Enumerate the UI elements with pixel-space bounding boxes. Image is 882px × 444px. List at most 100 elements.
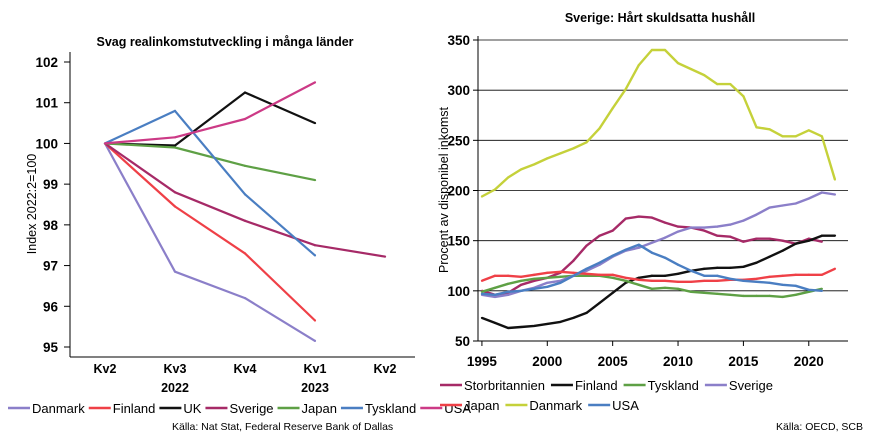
data-point-finland bbox=[768, 255, 771, 258]
data-point-danmark bbox=[768, 128, 771, 131]
data-point-usa bbox=[729, 277, 732, 280]
data-point-finland bbox=[781, 249, 784, 252]
data-point-sverige bbox=[833, 193, 837, 196]
data-point-sverige bbox=[506, 293, 510, 296]
data-point-japan bbox=[598, 273, 601, 276]
data-point-storbritannien bbox=[598, 234, 601, 237]
data-point-storbritannien bbox=[676, 225, 680, 228]
data-point-usa bbox=[533, 287, 536, 290]
x-tick-label: Kv1 bbox=[304, 362, 327, 376]
data-point-tyskland bbox=[742, 294, 745, 297]
data-point-japan bbox=[559, 270, 562, 273]
legend-label-danmark: Danmark bbox=[529, 398, 582, 413]
data-point-usa bbox=[480, 292, 484, 295]
data-point-japan bbox=[807, 273, 810, 276]
data-point-tyskland bbox=[663, 286, 667, 289]
data-point-danmark bbox=[676, 61, 680, 65]
data-point-sverige bbox=[243, 219, 247, 222]
data-point-finland bbox=[173, 205, 177, 208]
data-point-japan bbox=[663, 279, 667, 282]
legend-label-japan: Japan bbox=[464, 398, 499, 413]
data-point-sverige bbox=[663, 236, 667, 239]
data-point-storbritannien bbox=[807, 237, 810, 240]
data-point-finland bbox=[650, 274, 653, 277]
data-point-tyskland bbox=[533, 277, 536, 280]
data-point-finland bbox=[313, 319, 317, 322]
data-point-danmark bbox=[690, 67, 693, 71]
data-point-danmark bbox=[703, 74, 706, 77]
data-point-uk bbox=[173, 144, 177, 147]
data-point-japan bbox=[781, 274, 784, 277]
data-point-usa bbox=[559, 281, 562, 284]
data-point-tyskland bbox=[768, 294, 771, 297]
data-point-japan bbox=[624, 276, 627, 279]
data-point-danmark bbox=[781, 135, 784, 138]
data-point-sverige bbox=[546, 281, 549, 284]
legend-label-japan: Japan bbox=[302, 401, 337, 416]
x-tick-label: 2020 bbox=[794, 354, 824, 369]
data-point-storbritannien bbox=[624, 217, 627, 220]
x-tick-label: Kv3 bbox=[164, 362, 187, 376]
data-point-tyskland bbox=[173, 109, 177, 112]
data-point-japan bbox=[794, 273, 797, 276]
data-point-danmark bbox=[598, 127, 601, 130]
data-point-tyskland bbox=[637, 283, 640, 286]
data-point-japan bbox=[637, 278, 640, 281]
data-point-japan bbox=[243, 164, 247, 167]
data-point-danmark bbox=[755, 126, 758, 129]
data-point-tyskland bbox=[820, 287, 823, 290]
data-point-danmark bbox=[313, 339, 317, 342]
data-point-usa bbox=[637, 243, 640, 246]
data-point-usa bbox=[820, 289, 823, 292]
legend-label-usa: USA bbox=[612, 398, 639, 413]
data-point-finland bbox=[480, 316, 484, 320]
data-point-usa bbox=[103, 142, 107, 145]
data-point-finland bbox=[663, 274, 667, 277]
data-point-japan bbox=[493, 274, 497, 277]
data-point-danmark bbox=[716, 83, 719, 86]
chart-title: Sverige: Hårt skuldsatta hushåll bbox=[565, 11, 755, 25]
data-point-sverige bbox=[493, 295, 497, 298]
legend-label-finland: Finland bbox=[113, 401, 156, 416]
data-point-sverige bbox=[755, 213, 758, 216]
x-tick-label: Kv2 bbox=[94, 362, 117, 376]
data-point-sverige bbox=[383, 255, 387, 258]
data-point-japan bbox=[676, 280, 680, 283]
data-point-japan bbox=[703, 279, 706, 282]
data-point-finland bbox=[729, 266, 732, 269]
x-tick-label: Kv2 bbox=[374, 362, 397, 376]
series-line-usa bbox=[104, 81, 316, 145]
data-point-finland bbox=[676, 272, 680, 275]
data-point-tyskland bbox=[480, 290, 484, 293]
data-point-storbritannien bbox=[533, 279, 536, 282]
data-point-finland bbox=[637, 276, 640, 279]
series-line-tyskland bbox=[481, 274, 823, 299]
x-tick-label: 2015 bbox=[728, 354, 759, 369]
data-point-usa bbox=[243, 117, 247, 121]
data-point-danmark bbox=[480, 195, 484, 198]
series-line-finland bbox=[481, 234, 835, 330]
data-point-finland bbox=[572, 316, 575, 320]
data-point-danmark bbox=[520, 168, 523, 171]
data-point-sverige bbox=[690, 226, 693, 229]
data-point-usa bbox=[572, 274, 575, 277]
data-point-uk bbox=[243, 91, 247, 94]
y-tick-label: 98 bbox=[43, 218, 59, 233]
data-point-japan bbox=[833, 267, 837, 270]
series-line-danmark bbox=[104, 142, 316, 342]
data-point-usa bbox=[807, 288, 810, 291]
y-tick-label: 97 bbox=[43, 259, 58, 274]
data-point-storbritannien bbox=[781, 239, 784, 242]
legend-label-tyskland: Tyskland bbox=[648, 378, 699, 393]
data-point-sverige bbox=[676, 230, 680, 233]
series-line-danmark bbox=[481, 48, 837, 198]
data-point-japan bbox=[820, 273, 823, 276]
data-point-usa bbox=[663, 256, 667, 259]
data-point-danmark bbox=[611, 107, 614, 110]
data-point-storbritannien bbox=[742, 240, 745, 243]
data-point-danmark bbox=[833, 178, 837, 181]
x-tick-label: Kv4 bbox=[234, 362, 257, 376]
series-line-uk bbox=[104, 91, 316, 147]
data-point-japan bbox=[506, 274, 510, 277]
source-note: Källa: OECD, SCB bbox=[776, 421, 863, 433]
